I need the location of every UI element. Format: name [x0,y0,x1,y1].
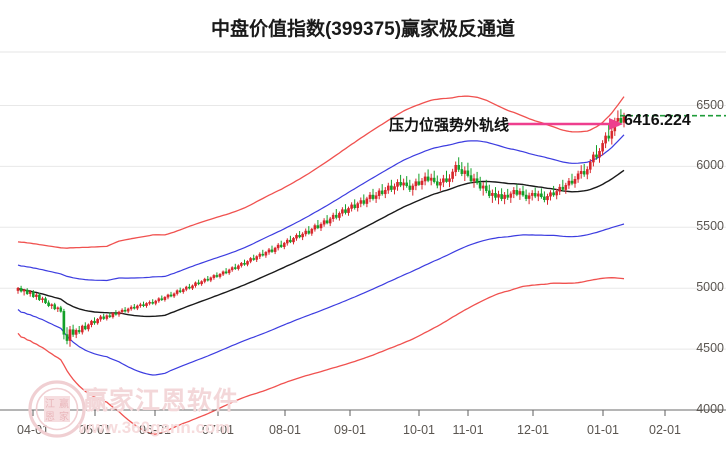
y-axis-tick-6500: 6500 [696,97,724,112]
brand-watermark: 赢家江恩软件 [83,387,240,415]
y-axis-tick-4000: 4000 [696,402,724,416]
seal-watermark-icon: 江 赢 恩 家 [28,380,86,438]
x-axis-tick-09-01: 09-01 [334,423,366,437]
svg-text:江: 江 [45,398,55,410]
candlestick-series [16,109,626,347]
chart-title: 中盘价值指数(399375)赢家极反通道 [210,19,516,40]
svg-text:赢: 赢 [59,397,69,410]
x-axis-tick-12-01: 12-01 [517,423,549,437]
x-axis-tick-04-01: 04-01 [17,423,49,437]
x-axis-tick-06-01: 06-01 [139,423,171,437]
svg-text:家: 家 [59,410,69,423]
y-axis-tick-5000: 5000 [696,280,724,295]
x-axis-tick-01-01: 01-01 [587,423,619,437]
svg-text:恩: 恩 [45,411,55,423]
url-watermark: www.360gann.com [78,418,231,437]
y-axis-tick-6000: 6000 [696,158,724,173]
x-axis-tick-07-01: 07-01 [202,423,234,437]
y-axis-tick-4500: 4500 [696,341,724,356]
x-axis-tick-02-01: 02-01 [649,423,681,437]
x-axis-tick-05-01: 05-01 [79,423,111,437]
annotation-label: 压力位强势外轨线 [389,117,510,134]
y-axis-tick-5500: 5500 [696,219,724,234]
annotation-arrow-head [609,118,623,130]
x-axis-tick-11-01: 11-01 [452,423,484,437]
x-axis-tick-08-01: 08-01 [269,423,301,437]
annotation-value: 6416.224 [624,112,691,129]
x-axis-tick-10-01: 10-01 [403,423,435,437]
